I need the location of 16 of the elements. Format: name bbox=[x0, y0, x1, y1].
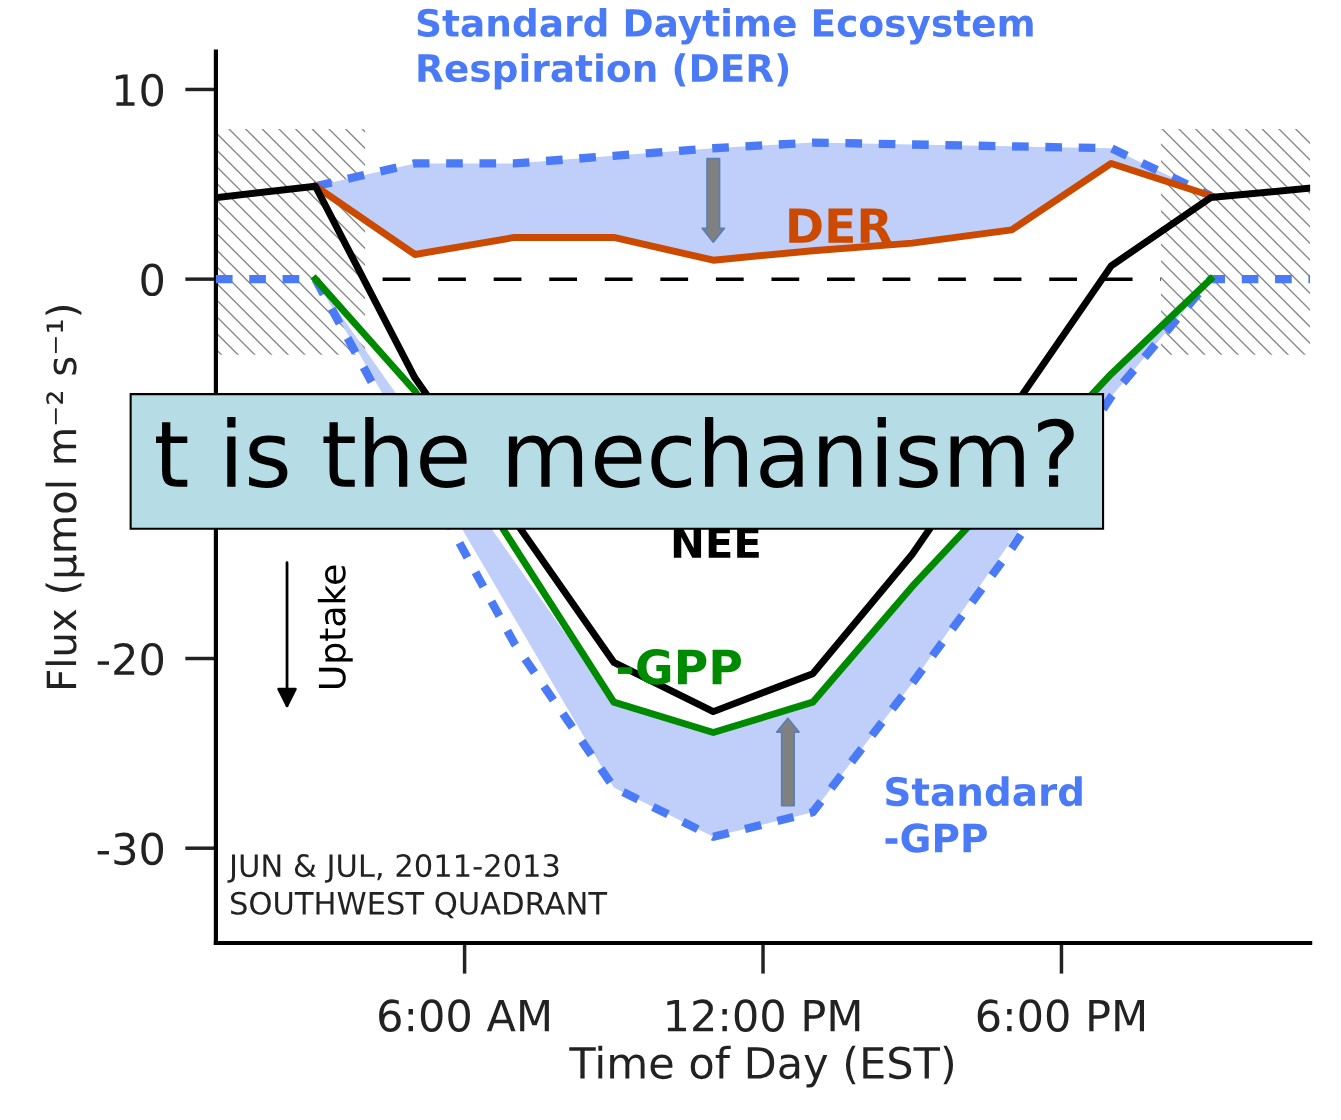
y-tick-label: 0 bbox=[141, 263, 164, 297]
series-label: DER bbox=[789, 208, 892, 243]
annotation: t is the mechanism? bbox=[156, 417, 1074, 489]
x-tick-label: 6:00 AM bbox=[379, 999, 549, 1032]
y-tick-label: -20 bbox=[97, 642, 164, 676]
x-axis-title: Time of Day (EST) bbox=[569, 1045, 954, 1088]
x-tick-label: 12:00 PM bbox=[667, 999, 860, 1032]
y-axis-title: Flux (μmol m⁻² s⁻¹) bbox=[45, 306, 85, 688]
x-tick-label: 6:00 PM bbox=[977, 999, 1144, 1032]
y-tick-label: 10 bbox=[115, 73, 164, 107]
y-tick-label: -30 bbox=[97, 832, 164, 866]
series-label: Standard Daytime Ecosystem Respiration (DER) bbox=[417, 8, 1033, 90]
series-label: -GPP bbox=[617, 649, 741, 685]
annotation: Uptake bbox=[317, 565, 353, 688]
annotation: JUN & JUL, 2011-2013 SOUTHWEST QUADRANT bbox=[227, 854, 608, 919]
series-label: Standard -GPP bbox=[885, 776, 1082, 853]
